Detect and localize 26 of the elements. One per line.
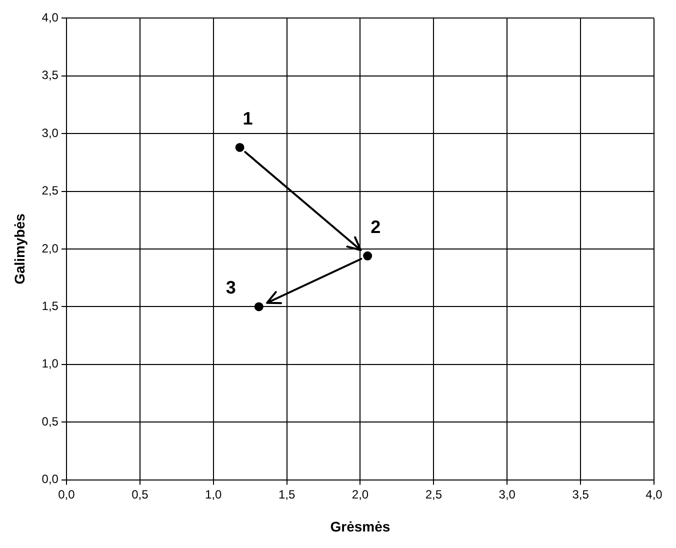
point <box>363 251 372 260</box>
annotation: 1 <box>242 108 253 128</box>
x-tick-label: 2,5 <box>425 487 442 502</box>
x-tick-label: 1,5 <box>278 487 296 502</box>
y-tick-label: 4,0 <box>42 10 59 25</box>
x-tick-label: 3,0 <box>498 487 516 502</box>
x-axis-title: Grėsmės <box>330 518 390 534</box>
y-tick-label: 0,0 <box>42 472 59 486</box>
y-tick-label: 3,0 <box>42 126 59 140</box>
x-tick-label: 3,5 <box>572 487 590 502</box>
point <box>254 302 264 312</box>
y-tick-label: 3,5 <box>42 68 59 82</box>
x-tick-label: 2,0 <box>352 487 369 502</box>
y-tick-label: 2,5 <box>42 184 59 198</box>
x-tick-label: 0,0 <box>58 487 76 502</box>
x-tick-label: 0,5 <box>132 487 149 502</box>
x-tick-label: 4,0 <box>646 487 663 502</box>
x-tick-label: 1,0 <box>205 487 222 502</box>
y-tick-label: 2,0 <box>42 241 59 256</box>
y-tick-label: 1,0 <box>42 356 59 371</box>
y-tick-label: 0,5 <box>42 414 59 428</box>
annotation: 2 <box>370 216 381 237</box>
point <box>235 142 244 152</box>
y-axis-title: Galimybės <box>11 213 28 284</box>
y-tick-label: 1,5 <box>42 299 59 314</box>
annotation: 3 <box>226 278 236 298</box>
